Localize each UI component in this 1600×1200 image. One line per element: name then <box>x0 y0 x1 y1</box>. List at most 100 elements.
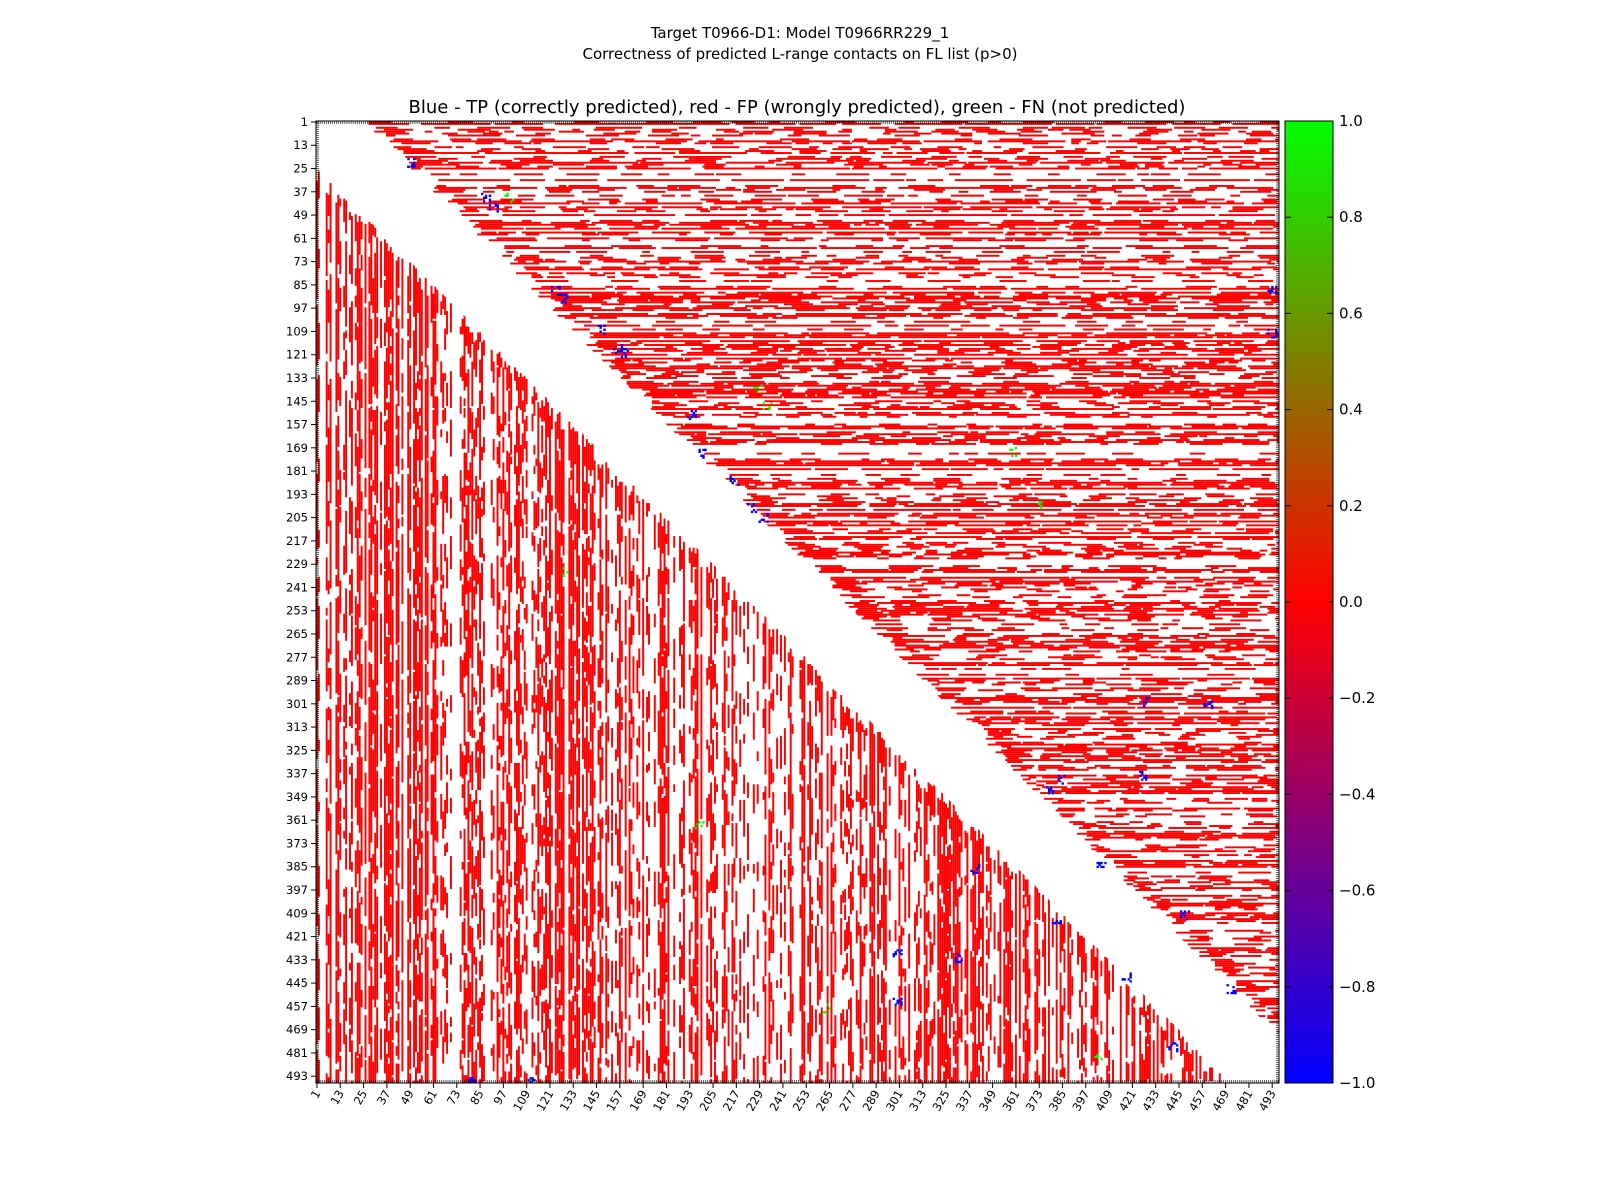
fp-streak <box>1205 493 1225 496</box>
fp-streak <box>368 221 371 244</box>
fp-streak <box>1234 551 1260 554</box>
fp-streak <box>490 563 493 599</box>
fp-streak <box>395 1063 398 1083</box>
fp-streak <box>1077 609 1122 612</box>
fp-streak <box>651 231 683 234</box>
fp-streak <box>1216 487 1250 490</box>
fp-streak <box>558 130 584 133</box>
fp-streak <box>991 532 1047 535</box>
fp-streak <box>589 444 592 476</box>
fp-streak <box>1216 922 1229 924</box>
fp-streak <box>1096 702 1109 705</box>
fp-streak <box>1139 687 1169 690</box>
fp-streak <box>793 165 802 168</box>
fp-streak <box>1265 949 1279 952</box>
fp-streak <box>1069 128 1091 131</box>
fp-streak <box>1263 636 1279 639</box>
fp-streak <box>803 555 833 558</box>
fp-streak <box>1131 584 1142 587</box>
fp-streak <box>570 720 573 777</box>
fp-streak <box>510 522 513 548</box>
fp-streak <box>813 522 843 525</box>
fp-streak <box>948 386 961 389</box>
fp-streak <box>1094 600 1114 602</box>
fp-streak <box>335 704 338 789</box>
fp-streak <box>463 314 466 391</box>
fp-streak <box>593 128 615 131</box>
fp-streak <box>1053 210 1085 213</box>
fp-streak <box>778 371 808 374</box>
fp-streak <box>1193 479 1227 482</box>
fp-streak <box>535 458 538 467</box>
fp-streak <box>768 516 796 519</box>
fp-streak <box>1160 293 1173 296</box>
fp-streak <box>898 254 909 257</box>
fp-streak <box>1090 295 1167 298</box>
fp-streak <box>727 353 769 356</box>
fp-streak <box>1094 404 1114 407</box>
fp-streak <box>482 745 485 779</box>
fp-streak <box>626 167 691 170</box>
fp-streak <box>316 825 318 926</box>
fp-streak <box>805 390 829 393</box>
fp-streak <box>537 1032 540 1083</box>
fp-streak <box>632 956 635 975</box>
fp-streak <box>937 431 969 434</box>
fp-streak <box>372 854 375 874</box>
fp-streak <box>838 404 872 407</box>
fp-streak <box>679 150 701 153</box>
fp-streak <box>1092 313 1167 315</box>
fp-streak <box>902 258 932 261</box>
fp-streak <box>422 140 439 143</box>
fp-streak <box>541 964 544 990</box>
fp-streak <box>506 450 509 473</box>
fp-streak <box>416 838 419 860</box>
fp-streak <box>715 464 790 467</box>
fp-streak <box>380 778 383 808</box>
fp-streak <box>1207 495 1235 498</box>
fp-streak <box>583 481 586 504</box>
fp-streak <box>467 1024 470 1058</box>
fp-streak <box>902 142 922 145</box>
fp-streak <box>413 157 421 160</box>
fp-streak <box>719 314 777 317</box>
fp-streak <box>927 272 940 275</box>
fp-streak <box>1226 974 1250 977</box>
fp-streak <box>335 470 338 507</box>
fp-streak <box>1218 520 1279 523</box>
fp-streak <box>966 303 988 306</box>
fp-streak <box>523 375 526 412</box>
fp-streak <box>700 245 722 248</box>
fp-streak <box>1129 138 1151 141</box>
fp-streak <box>1009 479 1039 482</box>
fp-streak <box>783 396 845 399</box>
fp-streak <box>1001 477 1021 480</box>
fp-streak <box>614 1022 617 1037</box>
fp-streak <box>661 413 676 416</box>
fp-streak <box>1183 431 1217 434</box>
fp-streak <box>919 576 975 579</box>
fp-streak <box>890 569 918 571</box>
fp-streak <box>514 809 516 831</box>
fp-streak <box>1141 698 1208 701</box>
fp-streak <box>510 650 513 665</box>
fp-streak <box>1026 782 1037 785</box>
fp-streak <box>1179 380 1200 383</box>
fp-streak <box>1263 301 1279 304</box>
fp-streak <box>607 716 610 742</box>
fp-streak <box>345 887 348 988</box>
fp-streak <box>1055 809 1078 812</box>
fp-streak <box>409 365 412 430</box>
fp-streak <box>349 307 351 343</box>
fp-streak <box>420 289 423 356</box>
fp-streak <box>370 318 373 405</box>
fp-streak <box>900 392 934 395</box>
fp-streak <box>442 132 458 135</box>
fp-streak <box>1259 231 1279 234</box>
fp-streak <box>389 380 392 474</box>
fp-streak <box>1110 266 1140 269</box>
fp-streak <box>490 159 513 162</box>
fp-streak <box>430 456 433 473</box>
fp-streak <box>368 941 371 971</box>
fp-streak <box>611 603 614 614</box>
